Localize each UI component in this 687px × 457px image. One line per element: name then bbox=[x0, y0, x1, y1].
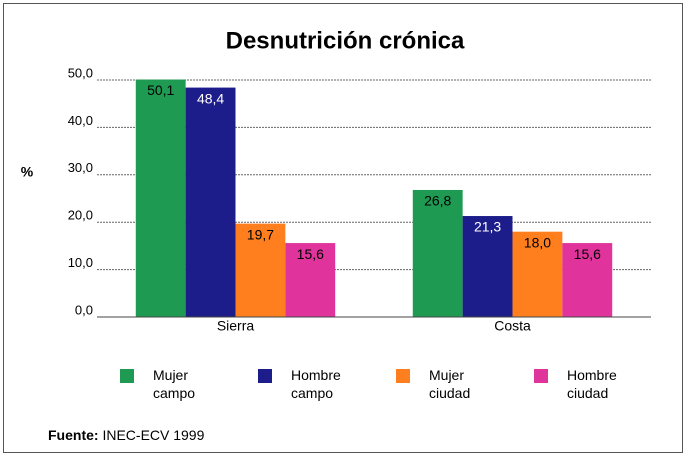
value-label: 15,6 bbox=[297, 246, 324, 262]
chart-title: Desnutrición crónica bbox=[226, 27, 465, 54]
bar bbox=[512, 231, 563, 317]
y-tick-label: 10,0 bbox=[68, 255, 93, 270]
y-tick-label: 30,0 bbox=[68, 160, 93, 175]
x-tick-label: Sierra bbox=[217, 318, 255, 334]
value-label: 50,1 bbox=[147, 82, 174, 98]
legend-item: Mujer ciudad bbox=[396, 366, 499, 402]
source: Fuente: INEC-ECV 1999 bbox=[48, 427, 204, 443]
bar bbox=[135, 79, 186, 317]
frame bbox=[3, 3, 683, 453]
legend-swatch bbox=[534, 369, 548, 383]
legend-label: Mujer ciudad bbox=[429, 367, 471, 401]
y-axis-label: % bbox=[21, 164, 34, 180]
value-label: 21,3 bbox=[474, 219, 501, 235]
legend-label: Hombre campo bbox=[291, 367, 341, 401]
bar bbox=[285, 243, 336, 317]
y-tick-label: 0,0 bbox=[75, 302, 93, 317]
y-tick-label: 40,0 bbox=[68, 113, 93, 128]
value-label: 15,6 bbox=[574, 246, 601, 262]
value-label: 26,8 bbox=[424, 193, 451, 209]
bar bbox=[235, 223, 286, 317]
value-label: 19,7 bbox=[247, 226, 274, 242]
source-label: Fuente: bbox=[48, 427, 99, 443]
y-tick-label: 20,0 bbox=[68, 208, 93, 223]
y-tick-label: 50,0 bbox=[68, 65, 93, 80]
legend-item: Hombre ciudad bbox=[534, 366, 637, 402]
bar bbox=[562, 243, 613, 317]
legend-label: Hombre ciudad bbox=[567, 367, 617, 401]
bar bbox=[412, 189, 463, 317]
legend-swatch bbox=[120, 369, 134, 383]
bar bbox=[185, 87, 236, 317]
legend-label: Mujer campo bbox=[153, 367, 196, 401]
legend-item: Hombre campo bbox=[258, 366, 361, 402]
value-label: 48,4 bbox=[197, 90, 224, 106]
x-tick-label: Costa bbox=[494, 318, 531, 334]
legend-swatch bbox=[258, 369, 272, 383]
value-label: 18,0 bbox=[524, 234, 551, 250]
bar bbox=[462, 216, 513, 317]
legend-item: Mujer campo bbox=[120, 366, 223, 402]
source-text: INEC-ECV 1999 bbox=[102, 427, 205, 443]
legend-swatch bbox=[396, 369, 410, 383]
